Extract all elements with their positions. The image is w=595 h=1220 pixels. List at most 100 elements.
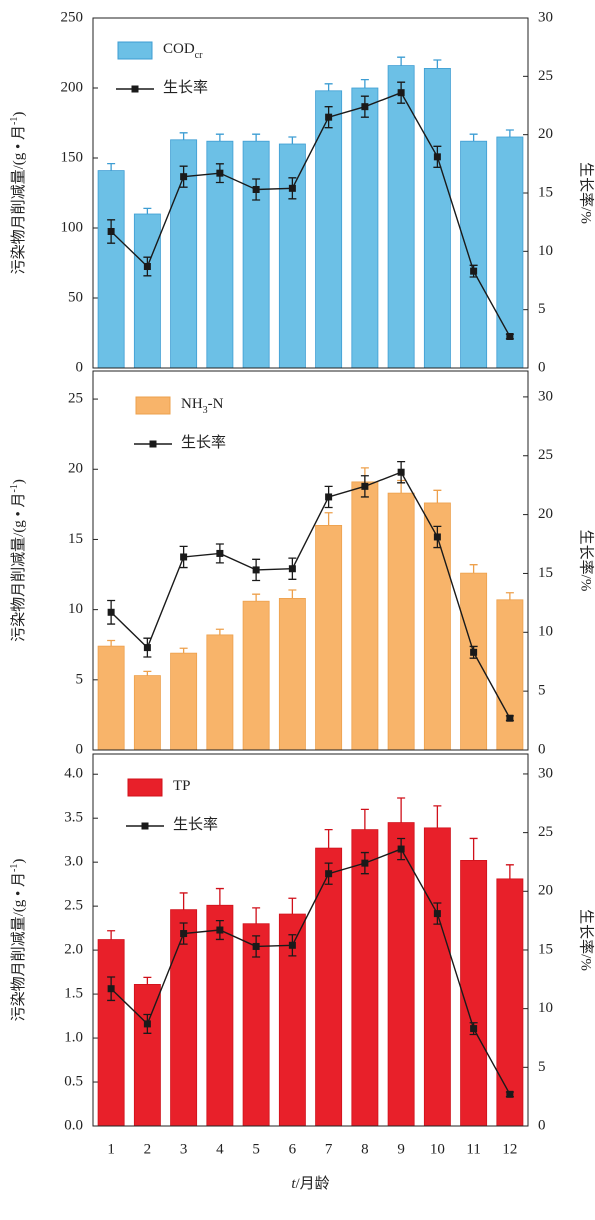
plot-frame — [92, 370, 529, 751]
error-bar — [433, 489, 442, 503]
bar — [423, 68, 451, 369]
plot-frame — [92, 753, 529, 1127]
legend-label-part: 生长率 — [173, 816, 218, 833]
y-tick-label: 2.5 — [64, 898, 83, 914]
error-bar — [505, 129, 514, 137]
marker — [143, 1020, 151, 1028]
marker — [506, 333, 514, 340]
x-tick-label: 2 — [144, 1141, 152, 1157]
y2-tick-label: 5 — [538, 683, 546, 699]
y2-tick-label: 30 — [538, 765, 553, 781]
y2-tick-label: 15 — [538, 184, 553, 200]
bar — [387, 492, 415, 751]
y-axis-label-part: 污染物月削减量/(g • 月 — [10, 492, 27, 641]
legend-label-part: cr — [195, 50, 203, 61]
plot-frame — [92, 17, 529, 369]
y-axis-label-part: -1 — [9, 484, 20, 492]
legend-label: CODcr — [163, 41, 203, 60]
y-axis-label: 污染物月削减量/(g • 月-1) — [9, 112, 28, 275]
line — [110, 91, 511, 337]
legend-swatch — [127, 778, 163, 797]
error-bar — [252, 593, 261, 602]
legend-label: TP — [173, 778, 191, 794]
legend-label-part: -N — [208, 396, 224, 412]
marker — [325, 870, 333, 878]
bar — [460, 860, 488, 1127]
marker — [506, 714, 514, 722]
legend-label-part: 3 — [203, 405, 208, 416]
x-tick-label: 5 — [252, 1141, 260, 1157]
bar — [133, 675, 161, 751]
y-tick-label: 50 — [68, 289, 83, 305]
marker — [470, 1025, 478, 1033]
bar — [387, 65, 415, 369]
legend-label-part: 生长率 — [181, 434, 226, 451]
legend-label-part: TP — [173, 778, 191, 794]
marker — [397, 468, 405, 476]
error-bar — [288, 897, 297, 915]
y-tick-label: 15 — [68, 531, 83, 547]
y2-axis-label: 生长率/% — [578, 909, 595, 971]
y2-axis-label: 生长率/% — [578, 162, 595, 224]
error-bar — [252, 133, 261, 142]
y-tick-label: 10 — [68, 601, 83, 617]
marker — [325, 113, 333, 121]
marker — [107, 228, 115, 235]
y2-tick-label: 25 — [538, 68, 553, 84]
bar — [97, 939, 125, 1127]
marker — [252, 186, 260, 193]
y2-tick-label: 30 — [538, 388, 553, 404]
error-bar — [107, 639, 116, 647]
legend-label: 生长率 — [181, 434, 226, 451]
y2-tick-label: 15 — [538, 565, 553, 581]
y2-tick-label: 10 — [538, 1000, 553, 1016]
y2-tick-label: 15 — [538, 941, 553, 957]
x-axis-label-text: /月龄 — [296, 1175, 330, 1192]
marker — [143, 263, 151, 270]
bar — [351, 481, 379, 751]
legend-label: 生长率 — [163, 79, 208, 96]
error-bar — [469, 837, 478, 861]
y-tick-label: 0.5 — [64, 1073, 83, 1089]
x-tick-label: 10 — [430, 1141, 445, 1157]
error-bar — [288, 136, 297, 144]
legend-label: NH3-N — [181, 396, 224, 415]
marker — [107, 608, 115, 616]
y-tick-label: 100 — [61, 219, 84, 235]
error-bar — [324, 512, 333, 526]
bar — [460, 572, 488, 751]
bar — [315, 525, 343, 751]
error-bar — [433, 59, 442, 69]
bar — [496, 878, 524, 1127]
error-bar — [179, 892, 188, 910]
error-bar — [397, 56, 406, 66]
marker — [288, 184, 296, 192]
marker — [180, 553, 188, 561]
legend-label-part: COD — [163, 41, 195, 57]
x-axis-label: t/月龄 — [291, 1175, 329, 1192]
y-tick-label: 0.0 — [64, 1117, 83, 1133]
legend-label-part: 生长率 — [163, 79, 208, 96]
y-tick-label: 2.0 — [64, 942, 83, 958]
y-axis-label-part: ) — [11, 112, 27, 117]
y-axis-label: 污染物月削减量/(g • 月-1) — [9, 479, 28, 642]
y2-tick-label: 20 — [538, 506, 553, 522]
y2-tick-label: 25 — [538, 824, 553, 840]
error-bar — [107, 930, 116, 940]
marker — [433, 153, 441, 161]
marker — [470, 267, 478, 275]
y-tick-label: 5 — [76, 671, 84, 687]
y-axis-label-part: 污染物月削减量/(g • 月 — [10, 125, 27, 274]
y-tick-label: 0 — [76, 741, 84, 757]
error-bar — [324, 828, 333, 849]
marker — [433, 533, 441, 541]
bar — [206, 634, 234, 751]
y-axis-label-part: -1 — [9, 117, 20, 125]
x-tick-label: 8 — [361, 1141, 369, 1157]
x-tick-label: 4 — [216, 1141, 224, 1157]
error-bar — [143, 207, 152, 214]
marker — [325, 493, 333, 501]
y-tick-label: 150 — [61, 149, 84, 165]
